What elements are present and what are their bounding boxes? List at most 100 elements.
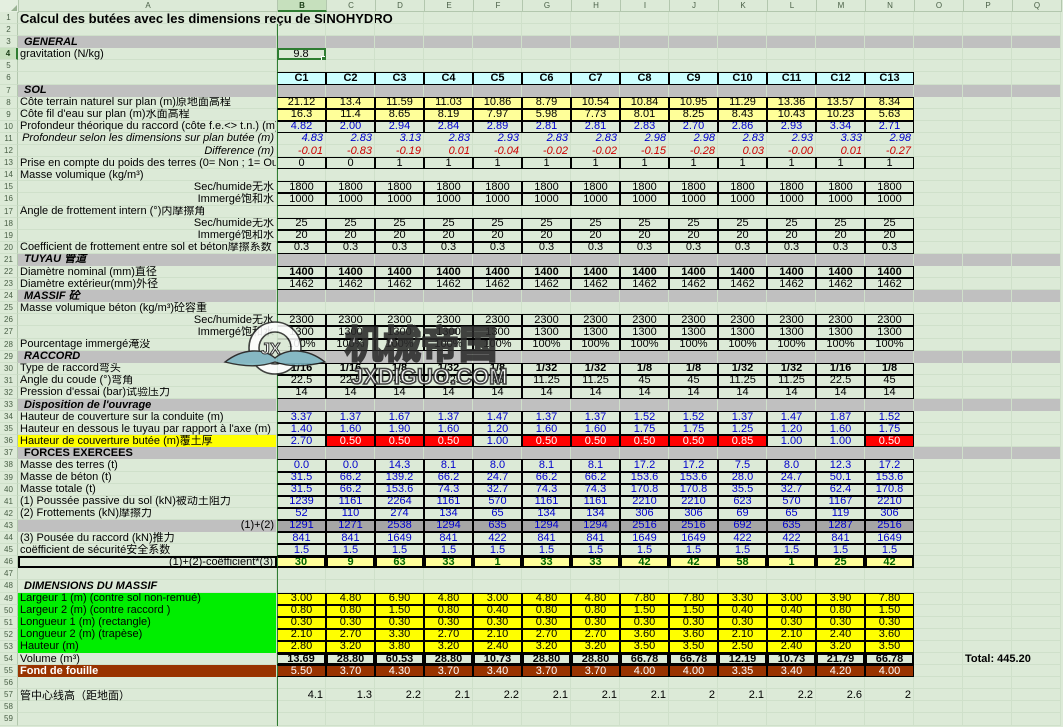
cell-r8-C5[interactable]: 10.86 [473,96,522,109]
cell-empty[interactable] [522,350,571,363]
cell-r34-C5[interactable]: 1.47 [473,411,522,424]
cell-empty[interactable] [865,169,914,182]
cell-empty[interactable] [963,556,1012,569]
cell-r16-C6[interactable]: 1000 [522,193,571,206]
cell-r38-C10[interactable]: 7.5 [718,459,767,472]
row-header-20[interactable]: 20 [0,241,18,254]
cell-empty[interactable] [963,640,1012,653]
cell-r39-C12[interactable]: 50.1 [816,471,865,484]
cell-r57-C2[interactable]: 1.3 [326,689,375,702]
cell-empty[interactable] [718,12,767,25]
cell-r9-C7[interactable]: 7.73 [571,108,620,121]
cell-r18-C11[interactable]: 25 [767,217,816,230]
cell-empty[interactable] [424,169,473,182]
cell-empty[interactable] [963,157,1012,170]
cell-r50-C11[interactable]: 0.40 [767,604,816,617]
cell-r36-C9[interactable]: 0.50 [669,435,718,448]
cell-empty[interactable] [1012,495,1061,508]
cell-empty[interactable] [767,447,816,460]
cell-r15-C2[interactable]: 1800 [326,181,375,194]
cell-empty[interactable] [865,205,914,218]
cell-r11-C5[interactable]: 2.93 [473,132,522,146]
cell-r49-C12[interactable]: 3.90 [816,592,865,605]
cell-r57-C7[interactable]: 2.1 [571,689,620,702]
cell-r44-C10[interactable]: 422 [718,532,767,545]
cell-empty[interactable] [963,302,1012,315]
cell-r8-C2[interactable]: 13.4 [326,96,375,109]
cell-empty[interactable] [669,24,718,37]
cell-r9-C6[interactable]: 5.98 [522,108,571,121]
cell-r8-C8[interactable]: 10.84 [620,96,669,109]
table-row[interactable]: Côte fil d'eau sur plan (m)水面高程 16.3 11.4 8… [18,108,1061,121]
cell-r35-C3[interactable]: 1.90 [375,423,424,436]
cell-empty[interactable] [522,290,571,303]
cell-r54-C5[interactable]: 10.73 [473,652,522,666]
cell-empty[interactable] [620,60,669,73]
cell-r30-C6[interactable]: 1/32 [522,362,571,375]
table-row[interactable]: Angle du coude (°)弯角 22.5 22.5 45 11.25 45 11.… [18,374,1061,387]
cell-empty[interactable] [963,411,1012,424]
cell-empty[interactable] [620,677,669,690]
cell-r26-C12[interactable]: 2300 [816,314,865,327]
cell-r9-C2[interactable]: 11.4 [326,108,375,121]
cell-r9-C3[interactable]: 8.65 [375,108,424,121]
column-header-B[interactable]: B [278,0,327,12]
cell-empty[interactable] [620,84,669,97]
cell-r18-C9[interactable]: 25 [669,217,718,230]
cell-empty[interactable] [914,628,963,641]
cell-r28-C7[interactable]: 100% [571,338,620,351]
table-row[interactable]: (3) Pousée du raccord (kN)推力 841 841 1649 84… [18,532,1061,545]
cell-r19-C10[interactable]: 20 [718,229,767,242]
cell-empty[interactable] [914,592,963,605]
cell-r34-C6[interactable]: 1.37 [522,411,571,424]
cell-r35-C5[interactable]: 1.20 [473,423,522,436]
cell-empty[interactable] [375,84,424,97]
cell-empty[interactable] [424,677,473,690]
cell-empty[interactable] [620,36,669,49]
cell-r26-C11[interactable]: 2300 [767,314,816,327]
cell-empty[interactable] [963,12,1012,25]
table-row[interactable]: (2) Frottements (kN)摩擦力 52 110 274 134 65 134 1… [18,507,1061,520]
cell-r46-C12[interactable]: 25 [816,556,865,569]
cell-r11-C4[interactable]: 2.83 [424,132,473,146]
cell-r19-C9[interactable]: 20 [669,229,718,242]
cell-r27-C3[interactable]: 1300 [375,326,424,339]
cell-empty[interactable] [914,132,963,146]
cell-r22-C8[interactable]: 1400 [620,265,669,279]
cell-empty[interactable] [963,471,1012,484]
cell-empty[interactable] [1012,132,1061,146]
cell-empty[interactable] [767,713,816,726]
cell-r26-C8[interactable]: 2300 [620,314,669,327]
cell-empty[interactable] [963,616,1012,629]
cell-r9-C1[interactable]: 16.3 [277,108,326,121]
cell-empty[interactable] [571,580,620,593]
cell-r26-C4[interactable]: 2300 [424,314,473,327]
cell-empty[interactable] [473,713,522,726]
cell-r8-C11[interactable]: 13.36 [767,96,816,109]
cell-empty[interactable] [1012,628,1061,641]
cell-empty[interactable] [914,60,963,73]
cell-r41-C10[interactable]: 623 [718,495,767,508]
cell-r43-C6[interactable]: 1294 [522,519,571,533]
cell-empty[interactable] [865,580,914,593]
cell-empty[interactable] [767,350,816,363]
cell-empty[interactable] [1012,701,1061,714]
cell-empty[interactable] [473,36,522,49]
cell-r15-C4[interactable]: 1800 [424,181,473,194]
cell-empty[interactable] [1012,362,1061,375]
cell-r8-C4[interactable]: 11.03 [424,96,473,109]
cell-r23-C3[interactable]: 1462 [375,278,424,291]
cell-empty[interactable] [1012,96,1061,109]
table-row[interactable]: Calcul des butées avec les dimensions re… [18,11,1061,25]
column-header-H[interactable]: H [572,0,621,12]
cell-r26-C13[interactable]: 2300 [865,314,914,327]
cell-empty[interactable] [326,290,375,303]
cell-empty[interactable] [522,580,571,593]
cell-empty[interactable] [571,568,620,581]
cell-r23-C12[interactable]: 1462 [816,278,865,291]
cell-empty[interactable] [963,253,1012,266]
cell-empty[interactable] [816,36,865,49]
cell-empty[interactable] [522,36,571,49]
cell-r10-C3[interactable]: 2.94 [375,120,424,133]
cell-r42-C1[interactable]: 52 [277,507,326,520]
